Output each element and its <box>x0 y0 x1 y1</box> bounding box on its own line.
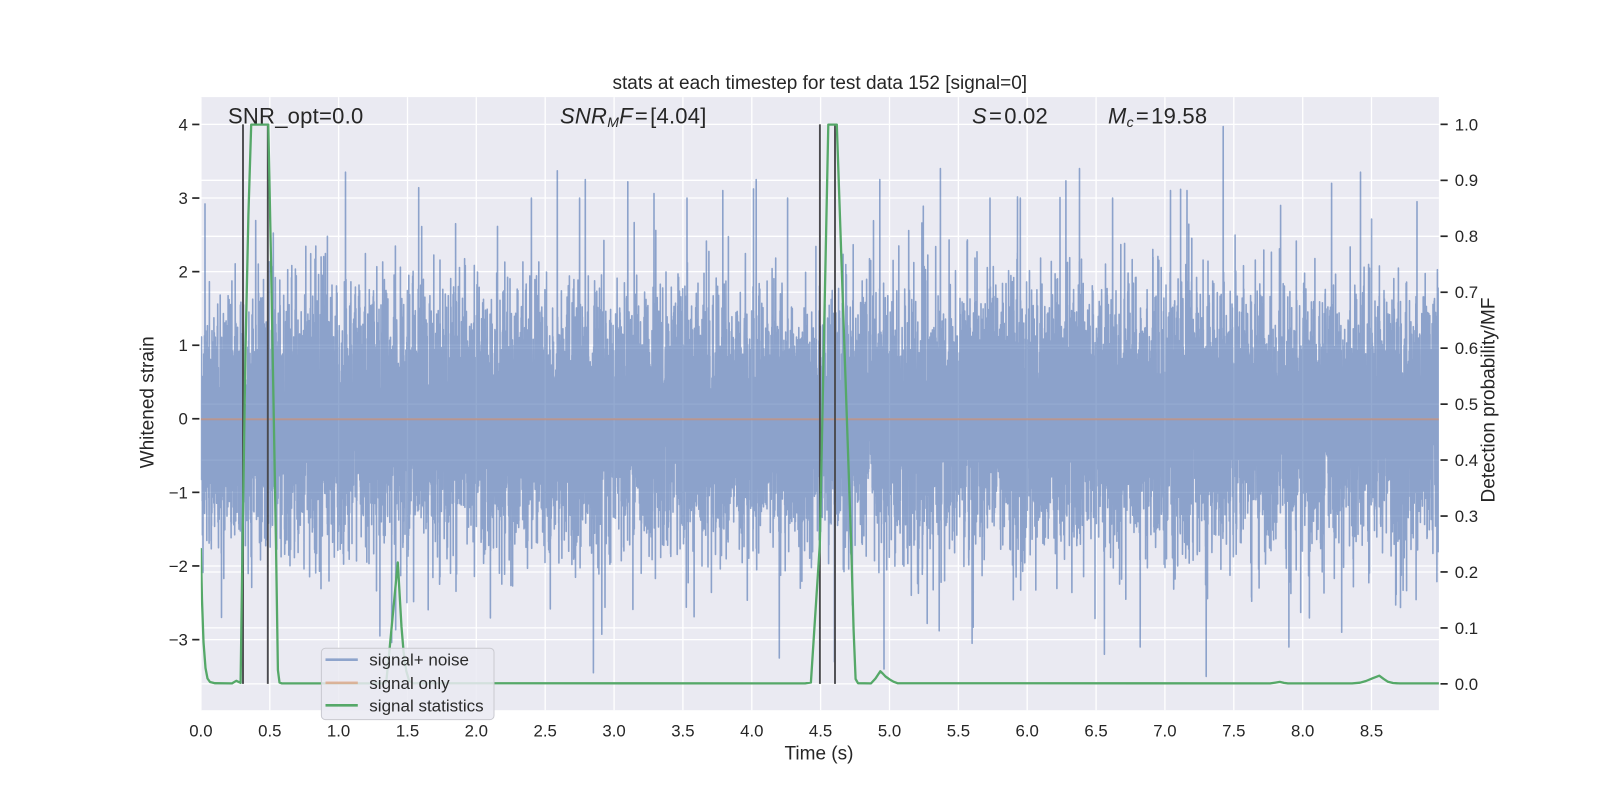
svg-text:7.5: 7.5 <box>1222 722 1245 741</box>
svg-text:3.0: 3.0 <box>602 722 625 741</box>
svg-text:6.5: 6.5 <box>1084 722 1107 741</box>
svg-text:0.0: 0.0 <box>1455 675 1478 694</box>
svg-text:signal only: signal only <box>369 674 450 693</box>
svg-text:0.5: 0.5 <box>1455 395 1478 414</box>
svg-text:0.6: 0.6 <box>1455 339 1478 358</box>
svg-text:0.4: 0.4 <box>1455 451 1478 470</box>
svg-text:1.5: 1.5 <box>396 722 419 741</box>
svg-text:0.1: 0.1 <box>1455 619 1478 638</box>
svg-text:0.5: 0.5 <box>258 722 281 741</box>
svg-text:3.5: 3.5 <box>671 722 694 741</box>
svg-text:stats at each timestep for tes: stats at each timestep for test data 152… <box>613 73 1028 94</box>
svg-text:0.8: 0.8 <box>1455 227 1478 246</box>
svg-text:0.3: 0.3 <box>1455 507 1478 526</box>
svg-text:0.9: 0.9 <box>1455 171 1478 190</box>
svg-text:2.5: 2.5 <box>534 722 557 741</box>
svg-text:0.2: 0.2 <box>1455 563 1478 582</box>
svg-text:signal+ noise: signal+ noise <box>369 651 469 670</box>
svg-text:0: 0 <box>179 410 188 429</box>
svg-text:1: 1 <box>179 336 188 355</box>
svg-text:7.0: 7.0 <box>1153 722 1176 741</box>
svg-text:−2: −2 <box>169 557 188 576</box>
svg-text:Whitened strain: Whitened strain <box>138 336 159 468</box>
svg-text:8.5: 8.5 <box>1360 722 1383 741</box>
svg-text:4.5: 4.5 <box>809 722 832 741</box>
svg-text:0.7: 0.7 <box>1455 283 1478 302</box>
svg-text:2.0: 2.0 <box>465 722 488 741</box>
svg-text:Detection probability/MF: Detection probability/MF <box>1479 298 1500 503</box>
svg-text:−3: −3 <box>169 631 188 650</box>
svg-text:4: 4 <box>179 115 188 134</box>
svg-text:−1: −1 <box>169 483 188 502</box>
svg-text:5.0: 5.0 <box>878 722 901 741</box>
svg-text:signal statistics: signal statistics <box>369 696 483 715</box>
svg-text:S = 0.02: S = 0.02 <box>972 104 1048 129</box>
svg-text:1.0: 1.0 <box>1455 115 1478 134</box>
svg-text:2: 2 <box>179 263 188 282</box>
svg-text:SNR_opt=0.0: SNR_opt=0.0 <box>228 104 363 129</box>
svg-text:SNRMF = [4.04]: SNRMF = [4.04] <box>560 104 707 131</box>
svg-text:8.0: 8.0 <box>1291 722 1314 741</box>
svg-text:4.0: 4.0 <box>740 722 763 741</box>
svg-text:0.0: 0.0 <box>189 722 212 741</box>
svg-text:5.5: 5.5 <box>947 722 970 741</box>
svg-text:3: 3 <box>179 189 188 208</box>
svg-text:Time (s): Time (s) <box>785 744 854 765</box>
svg-text:Mc = 19.58: Mc = 19.58 <box>1108 104 1207 131</box>
svg-text:6.0: 6.0 <box>1016 722 1039 741</box>
svg-text:1.0: 1.0 <box>327 722 350 741</box>
